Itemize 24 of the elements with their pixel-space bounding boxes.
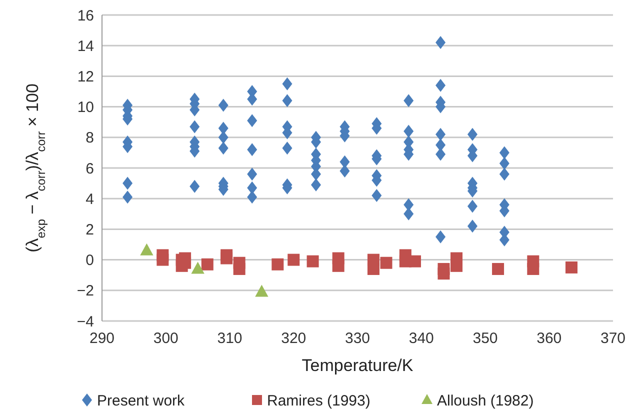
x-tick-label: 300 [153, 330, 178, 347]
y-tick-label: −4 [76, 313, 94, 330]
y-tick-label: 12 [77, 68, 94, 86]
legend-label: Ramires (1993) [267, 392, 370, 410]
y-tick-label: 16 [77, 7, 94, 24]
x-tick-label: 340 [408, 330, 434, 347]
y-tick-label: 4 [86, 190, 94, 208]
legend-label: Alloush (1982) [437, 392, 534, 410]
y-tick-label: 10 [77, 99, 94, 116]
y-tick-label: −2 [76, 282, 94, 300]
x-tick-label: 310 [217, 330, 242, 347]
x-tick-label: 350 [472, 330, 498, 347]
y-tick-label: 14 [77, 38, 94, 55]
x-axis-title: Temperature/K [302, 356, 414, 375]
x-tick-label: 360 [536, 330, 562, 347]
y-tick-label: 8 [86, 130, 94, 147]
x-tick-label: 320 [281, 330, 306, 347]
x-tick-label: 290 [89, 330, 115, 347]
y-tick-label: 0 [86, 252, 94, 270]
y-tick-label: 6 [86, 160, 94, 178]
x-tick-label: 330 [344, 330, 370, 347]
x-tick-label: 370 [600, 330, 626, 347]
legend-label: Present work [97, 392, 186, 410]
y-tick-label: 2 [86, 221, 94, 238]
